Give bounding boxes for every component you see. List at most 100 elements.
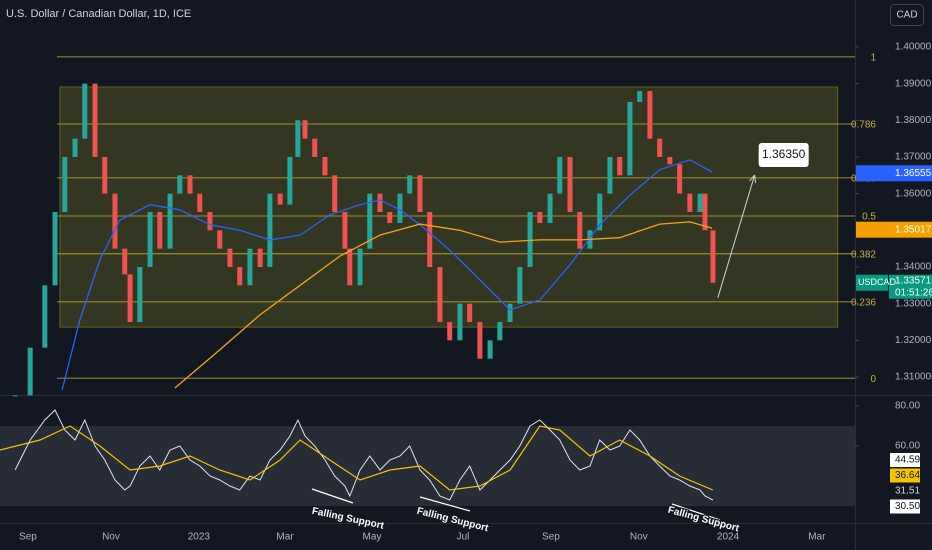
y-tick-label: 1.39000	[895, 78, 932, 89]
currency-button[interactable]	[890, 4, 924, 26]
candle	[197, 193, 203, 212]
candle	[702, 193, 708, 231]
candle	[267, 193, 273, 268]
candle	[697, 193, 703, 212]
candle	[557, 156, 563, 194]
price-badge-label: 1.36555	[895, 168, 932, 179]
candle	[187, 175, 193, 194]
candle	[157, 211, 163, 249]
symbol: USDCAD	[858, 277, 897, 287]
x-tick-label: Mar	[808, 532, 826, 543]
candle	[177, 175, 183, 194]
price-badge	[856, 165, 932, 182]
candle	[687, 193, 693, 212]
candle	[567, 156, 573, 212]
y-tick-label: 1.32000	[895, 335, 932, 346]
annotation: Falling Support	[667, 505, 741, 535]
candle	[92, 83, 98, 157]
candle	[667, 156, 673, 165]
price-badge	[856, 221, 932, 238]
candle	[407, 175, 413, 194]
candle	[527, 211, 533, 268]
candle	[147, 211, 153, 268]
rsi-tick-label: 60.00	[895, 441, 920, 452]
fib-label: 1	[870, 52, 876, 63]
price-badge-label: 1.35017	[895, 224, 932, 235]
y-tick-label: 1.36000	[895, 188, 932, 199]
rsi-ma	[0, 425, 714, 491]
candle	[377, 193, 383, 212]
currency[interactable]: CAD	[896, 10, 917, 21]
candle	[657, 138, 663, 157]
support-line	[671, 503, 721, 521]
x-tick-label: 2024	[717, 532, 740, 543]
support-line	[419, 496, 471, 512]
candle	[487, 340, 493, 359]
y-tick-label: 1.33000	[895, 298, 932, 309]
y-tick-label: 1.37000	[895, 152, 932, 163]
rsi-badge	[890, 453, 920, 467]
candle	[122, 248, 128, 275]
candle	[52, 211, 58, 286]
candle	[247, 248, 253, 286]
rsi-badge-label: 36.64	[895, 470, 920, 481]
candle	[647, 90, 653, 139]
rsi-tick-label: 80.00	[895, 401, 920, 412]
rsi-badge-label: 31.51	[895, 486, 920, 497]
candle	[82, 83, 88, 139]
candle	[507, 303, 513, 323]
candle	[477, 322, 483, 359]
countdown: 01:51:26	[895, 287, 932, 298]
candle	[387, 211, 393, 223]
candle	[27, 347, 33, 396]
candle	[257, 248, 263, 268]
rsi-badge	[890, 484, 920, 498]
rsi-band	[0, 426, 855, 506]
candle	[112, 193, 118, 249]
arrow-head	[749, 174, 757, 183]
candle	[127, 274, 133, 323]
rsi-badge-label: 44.59	[895, 455, 920, 466]
candle	[417, 175, 423, 212]
rsi-badge	[890, 499, 920, 514]
x-tick-label: Nov	[102, 532, 120, 543]
candle	[397, 193, 403, 223]
candle	[342, 211, 348, 249]
x-tick-label: Mar	[276, 532, 294, 543]
y-tick-label: 1.31000	[895, 372, 932, 383]
annotation: Falling Support	[416, 506, 490, 535]
y-tick-label: 1.34000	[895, 262, 932, 273]
x-tick-label: Sep	[542, 532, 560, 543]
candle	[577, 211, 583, 249]
candle	[102, 156, 108, 194]
candle	[457, 303, 463, 341]
candle	[227, 248, 233, 268]
last-price: 1.33571	[895, 275, 932, 286]
candle	[427, 211, 433, 268]
candle	[62, 156, 68, 212]
candle	[467, 303, 473, 323]
x-tick-label: Jul	[457, 532, 470, 543]
candle	[72, 138, 78, 157]
fib-label: 0.786	[851, 120, 876, 131]
candle	[12, 395, 18, 397]
x-tick-label: Sep	[19, 532, 37, 543]
candle	[627, 101, 633, 176]
last-price-badge	[889, 274, 932, 299]
x-tick-label: Nov	[630, 532, 648, 543]
candle	[517, 267, 523, 304]
candle	[597, 193, 603, 231]
plot: Sep Nov 2023 Mar May Jul Sep Nov 2024 Mar 1.31000 1…	[0, 42, 932, 543]
candle	[710, 230, 716, 283]
candle	[302, 120, 308, 139]
rsi-badge	[890, 468, 920, 483]
annotation: Falling Support	[311, 506, 386, 532]
candle	[207, 211, 213, 231]
candle	[217, 230, 223, 249]
candle	[537, 211, 543, 223]
symbol-badge	[856, 274, 888, 291]
candle	[287, 156, 293, 205]
target-arrow	[717, 174, 756, 298]
candle	[497, 322, 503, 341]
